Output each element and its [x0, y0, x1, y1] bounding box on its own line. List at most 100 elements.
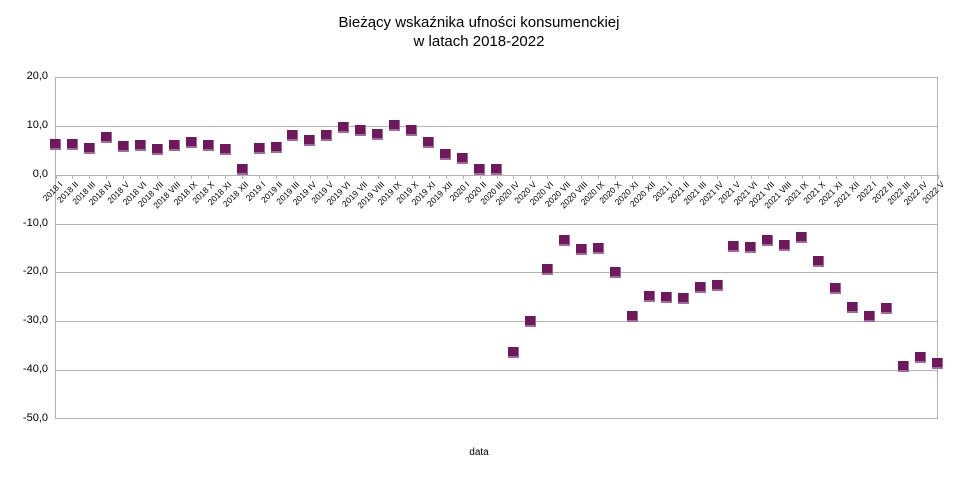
data-point-marker: [660, 292, 672, 304]
data-point-marker: [609, 267, 621, 279]
x-axis-tick: [208, 174, 210, 179]
y-grid-line: [55, 370, 938, 372]
x-axis-tick: [733, 174, 735, 179]
x-axis-tick: [547, 174, 549, 179]
x-axis-tick: [259, 174, 261, 179]
y-axis-tick-label: -30,0: [22, 314, 48, 327]
data-point-marker: [728, 240, 740, 252]
data-point-marker: [507, 347, 519, 359]
data-point-marker: [847, 302, 859, 314]
x-axis-tick: [191, 174, 193, 179]
x-axis-tick: [276, 174, 277, 179]
data-point-marker: [117, 141, 129, 153]
x-axis-tick: [903, 174, 905, 179]
data-point-marker: [355, 124, 367, 136]
data-point-marker: [592, 242, 604, 254]
chart-title-line1: Bieżący wskaźnika ufności konsumenckiej: [338, 14, 620, 31]
data-point-marker: [338, 122, 350, 134]
y-axis-tick-label: 0,0: [32, 167, 48, 180]
data-point-marker: [558, 235, 570, 247]
y-axis-tick-label: -20,0: [22, 265, 48, 278]
y-grid-line: [55, 272, 938, 274]
x-axis-tick: [564, 174, 566, 179]
y-axis-tick-label: 20,0: [26, 70, 48, 82]
x-axis-tick: [632, 174, 634, 179]
x-axis-tick: [886, 174, 888, 179]
data-point-marker: [711, 279, 723, 291]
data-point-marker: [202, 139, 214, 151]
x-axis-tick: [496, 174, 498, 179]
x-axis-tick: [394, 174, 396, 179]
x-axis-tick: [717, 174, 718, 179]
data-point-marker: [915, 352, 927, 364]
data-point-marker: [185, 136, 197, 148]
x-axis-tick: [242, 174, 244, 179]
x-axis-tick: [411, 174, 413, 179]
x-axis-tick: [530, 174, 532, 179]
data-point-marker: [66, 139, 78, 151]
y-axis-tick-label: -10,0: [22, 216, 48, 229]
y-grid-line: [55, 223, 938, 225]
data-point-marker: [389, 119, 401, 131]
x-axis-tick: [869, 174, 871, 179]
x-axis-tick: [343, 174, 345, 179]
x-axis-tick: [513, 174, 515, 179]
data-point-marker: [796, 232, 808, 244]
data-point-marker: [134, 139, 146, 151]
plot-area: [55, 77, 938, 419]
data-point-marker: [457, 152, 469, 164]
data-point-marker: [406, 125, 418, 137]
x-axis-tick: [377, 174, 379, 179]
y-grid-line: [55, 125, 938, 127]
data-point-marker: [219, 144, 231, 156]
x-axis-tick: [937, 174, 939, 179]
y-axis-tick-label: -40,0: [22, 363, 48, 376]
x-axis-tick: [309, 174, 311, 179]
x-axis-tick: [649, 174, 651, 179]
data-point-marker: [864, 311, 876, 323]
data-point-marker: [813, 255, 825, 267]
data-point-marker: [304, 135, 316, 146]
data-point-marker: [677, 293, 689, 305]
data-point-marker: [524, 316, 536, 328]
data-point-marker: [694, 281, 706, 293]
x-axis-tick: [174, 174, 176, 179]
x-axis-tick: [123, 174, 125, 179]
x-axis-tick: [157, 174, 159, 179]
x-axis-tick: [920, 174, 922, 179]
data-point-marker: [372, 129, 384, 141]
y-grid-line: [55, 321, 938, 323]
x-axis-tick: [801, 174, 803, 179]
data-point-marker: [932, 358, 943, 370]
x-axis-tick: [292, 174, 294, 179]
x-axis-tick: [818, 174, 820, 179]
data-point-marker: [541, 264, 553, 276]
x-axis-tick: [106, 174, 108, 179]
x-axis-tick: [479, 174, 481, 179]
x-axis-tick: [140, 174, 142, 179]
x-axis-tick: [784, 174, 786, 179]
x-axis-tick: [55, 174, 57, 179]
x-axis-tick: [72, 174, 74, 179]
data-point-marker: [643, 291, 655, 303]
data-point-marker: [287, 130, 299, 142]
x-axis-tick: [225, 174, 227, 179]
y-axis-tick-label: -50,0: [22, 412, 48, 424]
x-axis-tick: [700, 174, 702, 179]
x-axis-tick: [360, 174, 362, 179]
y-axis-tick-label: 10,0: [26, 118, 48, 131]
x-axis-title: data: [469, 447, 489, 458]
data-point-marker: [100, 131, 112, 143]
data-point-marker: [321, 129, 333, 141]
data-point-marker: [168, 139, 180, 151]
data-point-marker: [491, 164, 502, 176]
x-axis-tick: [581, 174, 583, 179]
data-point-marker: [830, 282, 842, 294]
data-point-marker: [151, 143, 163, 155]
x-axis-tick: [462, 174, 464, 179]
x-axis-tick: [615, 174, 617, 179]
data-point-marker: [745, 241, 757, 253]
data-point-marker: [270, 142, 282, 154]
x-axis-tick: [428, 174, 430, 179]
